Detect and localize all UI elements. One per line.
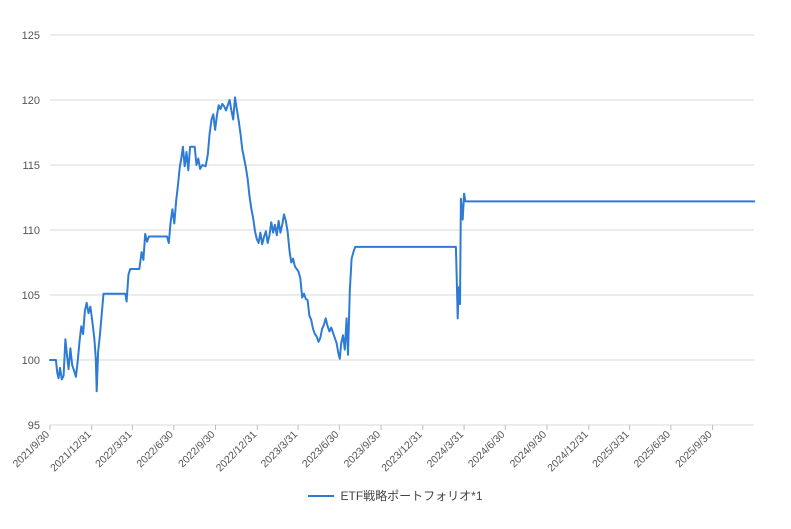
x-tick-label: 2022/12/31: [214, 429, 260, 475]
x-tick-label: 2023/6/30: [300, 429, 342, 471]
series-line: [49, 96, 756, 393]
x-tick-label: 2024/12/31: [545, 429, 591, 475]
x-tick-label: 2021/9/30: [11, 429, 53, 471]
x-tick-label: 2025/3/31: [590, 429, 632, 471]
x-tick-label: 2025/9/30: [673, 429, 715, 471]
y-tick-label: 120: [22, 95, 40, 107]
x-tick-label: 2022/3/31: [93, 429, 135, 471]
y-tick-label: 105: [22, 290, 40, 302]
x-tick-label: 2022/9/30: [176, 429, 218, 471]
x-tick-label: 2021/12/31: [48, 429, 94, 475]
y-tick-label: 95: [28, 420, 40, 432]
x-tick-label: 2023/12/31: [379, 429, 425, 475]
y-tick-label: 110: [22, 225, 40, 237]
legend: ETF戦略ポートフォリオ*1: [0, 487, 791, 504]
legend-swatch: [308, 494, 335, 497]
x-tick-label: 2023/9/30: [342, 429, 384, 471]
x-tick-label: 2024/9/30: [508, 429, 550, 471]
x-tick-label: 2024/6/30: [466, 429, 508, 471]
y-tick-label: 115: [22, 160, 40, 172]
x-tick-label: 2025/6/30: [631, 429, 673, 471]
gridlines: [50, 34, 754, 426]
legend-series-label: ETF戦略ポートフォリオ*1: [340, 489, 483, 503]
x-tick-label: 2023/3/31: [259, 429, 301, 471]
y-tick-label: 125: [22, 30, 40, 42]
series-layer: [49, 96, 756, 393]
y-tick-label: 100: [22, 355, 40, 367]
y-axis-ticks: 95 100 105 110 115 120 125: [22, 30, 40, 432]
x-tick-label: 2024/3/31: [425, 429, 467, 471]
x-tick-label: 2022/6/30: [134, 429, 176, 471]
